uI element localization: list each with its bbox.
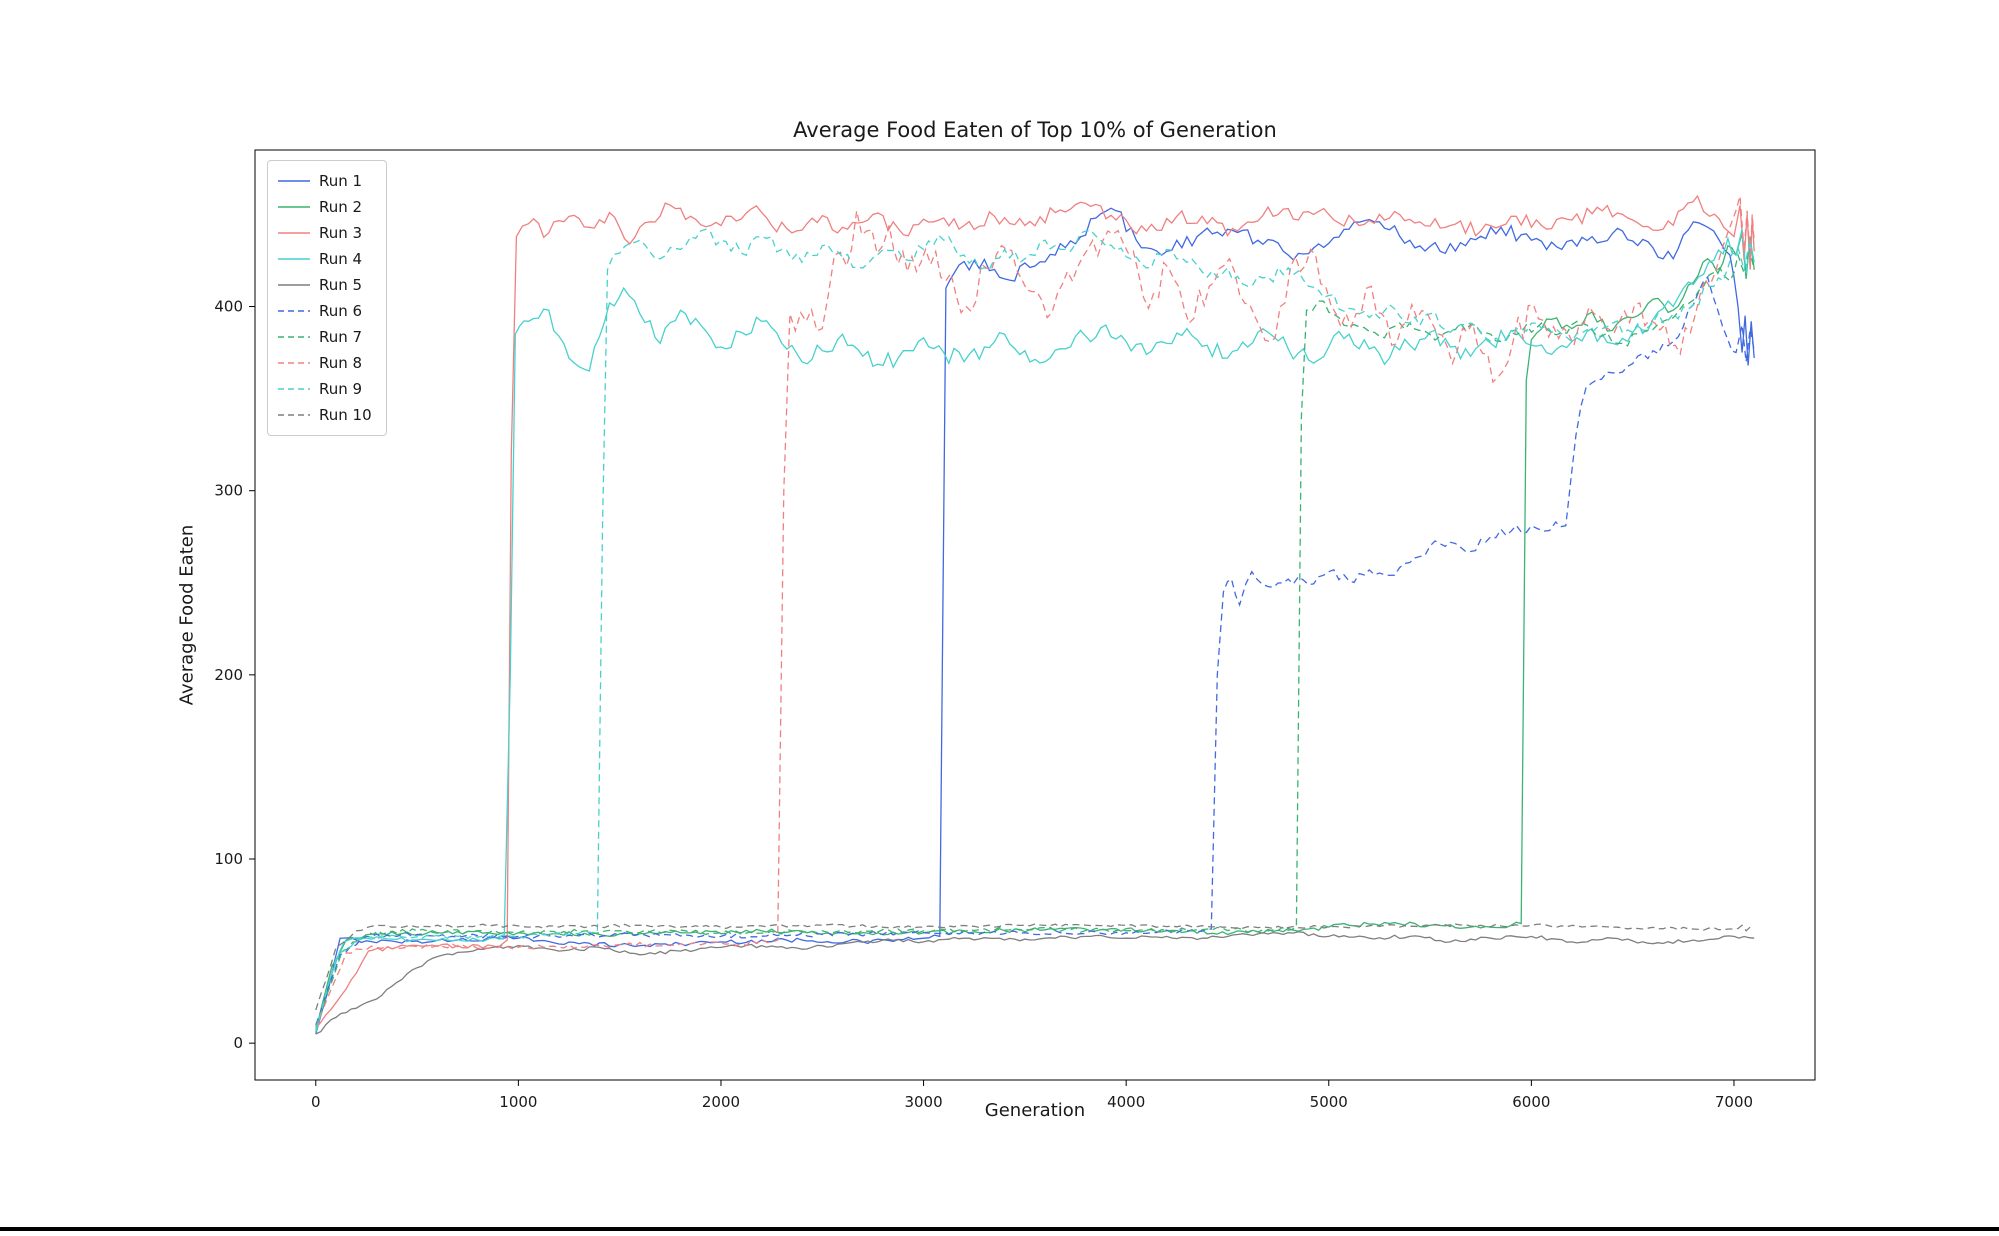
series-line-1	[315, 207, 1755, 1035]
chart-title: Average Food Eaten of Top 10% of Generat…	[793, 118, 1277, 142]
legend-line-sample	[278, 388, 310, 390]
x-tick-label: 6000	[1512, 1093, 1550, 1111]
x-tick-label: 7000	[1715, 1093, 1753, 1111]
legend-line-sample	[278, 284, 310, 286]
series-line-5	[315, 931, 1755, 1035]
legend-line-sample	[278, 258, 310, 260]
legend-entry: Run 7	[278, 325, 372, 349]
legend-line-sample	[278, 206, 310, 208]
y-tick-label: 0	[233, 1034, 243, 1052]
series-line-6	[315, 275, 1755, 1026]
legend-entry: Run 10	[278, 403, 372, 427]
legend-line-sample	[278, 414, 310, 416]
y-tick-label: 400	[214, 298, 243, 316]
series-line-9	[315, 228, 1755, 1031]
legend-label: Run 1	[319, 172, 363, 190]
legend-label: Run 5	[319, 276, 363, 294]
y-tick-label: 300	[214, 482, 243, 500]
x-tick-label: 2000	[702, 1093, 740, 1111]
legend-line-sample	[278, 310, 310, 312]
series-line-7	[315, 247, 1755, 1027]
legend-label: Run 4	[319, 250, 363, 268]
legend-label: Run 9	[319, 380, 363, 398]
x-tick-label: 0	[311, 1093, 321, 1111]
window-bottom-edge	[0, 1227, 1999, 1231]
legend-label: Run 7	[319, 328, 363, 346]
legend-label: Run 2	[319, 198, 363, 216]
x-tick-label: 3000	[904, 1093, 942, 1111]
legend: Run 1 Run 2 Run 3 Run 4 Run 5 Run 6 Run 7 Run 8…	[267, 160, 387, 436]
legend-line-sample	[278, 336, 310, 338]
legend-entry: Run 9	[278, 377, 372, 401]
series-line-4	[315, 229, 1755, 1033]
legend-label: Run 6	[319, 302, 363, 320]
legend-line-sample	[278, 180, 310, 182]
series-line-2	[315, 232, 1755, 1033]
y-tick-label: 100	[214, 850, 243, 868]
x-tick-label: 4000	[1107, 1093, 1145, 1111]
series-line-3	[315, 194, 1755, 1029]
axes-spines	[254, 149, 1816, 1081]
legend-entry: Run 6	[278, 299, 372, 323]
legend-entry: Run 3	[278, 221, 372, 245]
x-tick-label: 1000	[499, 1093, 537, 1111]
legend-label: Run 10	[319, 406, 372, 424]
legend-entry: Run 2	[278, 195, 372, 219]
x-axis-label: Generation	[984, 1100, 1086, 1121]
legend-line-sample	[278, 362, 310, 364]
legend-entry: Run 4	[278, 247, 372, 271]
legend-entry: Run 5	[278, 273, 372, 297]
y-tick-label: 200	[214, 666, 243, 684]
legend-entry: Run 8	[278, 351, 372, 375]
series-line-8	[315, 195, 1755, 1029]
legend-label: Run 3	[319, 224, 363, 242]
x-tick-label: 5000	[1310, 1093, 1348, 1111]
legend-entry: Run 1	[278, 169, 372, 193]
legend-line-sample	[278, 232, 310, 234]
legend-label: Run 8	[319, 354, 363, 372]
